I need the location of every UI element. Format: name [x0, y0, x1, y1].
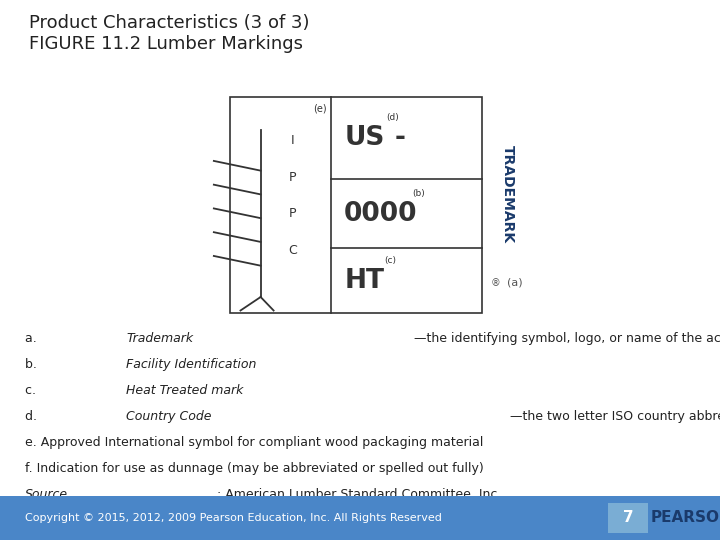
Text: f. Indication for use as dunnage (may be abbreviated or spelled out fully): f. Indication for use as dunnage (may be…	[25, 462, 484, 475]
Text: Trademark: Trademark	[126, 332, 194, 345]
Text: US: US	[344, 125, 384, 151]
Text: 7: 7	[623, 510, 634, 525]
Text: TRADEMARK: TRADEMARK	[500, 145, 515, 244]
Text: ®: ®	[491, 278, 501, 288]
Text: (a): (a)	[507, 278, 523, 288]
Text: P: P	[289, 207, 297, 220]
Text: Source: Source	[25, 488, 68, 501]
Text: (c): (c)	[384, 255, 396, 265]
Text: c.: c.	[25, 384, 40, 397]
Text: (b): (b)	[413, 188, 426, 198]
Text: Source: Source	[25, 488, 68, 501]
Text: Facility Identification: Facility Identification	[126, 358, 256, 371]
Bar	[608, 503, 648, 532]
Text: c. Heat Treated mark: c. Heat Treated mark	[25, 384, 158, 397]
Bar	[230, 97, 482, 313]
Text: e. Approved International symbol for compliant wood packaging material: e. Approved International symbol for com…	[25, 436, 484, 449]
Text: -: -	[395, 125, 405, 151]
Text: Heat Treated mark: Heat Treated mark	[126, 384, 243, 397]
Text: (e): (e)	[314, 104, 327, 114]
Text: a. Trademark: a. Trademark	[25, 332, 108, 345]
Text: HT: HT	[344, 268, 384, 294]
Text: Product Characteristics (3 of 3): Product Characteristics (3 of 3)	[29, 14, 310, 31]
Text: d. Country Code: d. Country Code	[25, 410, 127, 423]
Text: (d): (d)	[387, 113, 400, 122]
Text: P: P	[289, 171, 297, 184]
Text: d.: d.	[25, 410, 41, 423]
Text: —the two letter ISO country abbreviation: —the two letter ISO country abbreviation	[510, 410, 720, 423]
Text: b.: b.	[25, 358, 41, 371]
Text: a.: a.	[25, 332, 41, 345]
Text: 0000: 0000	[344, 201, 418, 227]
Text: I: I	[291, 134, 294, 147]
Text: Country Code: Country Code	[126, 410, 212, 423]
Bar	[0, 496, 720, 540]
Text: PEARSON: PEARSON	[650, 510, 720, 525]
Text: FIGURE 11.2 Lumber Markings: FIGURE 11.2 Lumber Markings	[29, 35, 303, 53]
Text: —the identifying symbol, logo, or name of the accredited agency: —the identifying symbol, logo, or name o…	[415, 332, 720, 345]
Text: C: C	[289, 244, 297, 257]
Text: : American Lumber Standard Committee, Inc.: : American Lumber Standard Committee, In…	[217, 488, 502, 501]
Text: Copyright © 2015, 2012, 2009 Pearson Education, Inc. All Rights Reserved: Copyright © 2015, 2012, 2009 Pearson Edu…	[25, 513, 442, 523]
Text: b. Facility Identification: b. Facility Identification	[25, 358, 171, 371]
